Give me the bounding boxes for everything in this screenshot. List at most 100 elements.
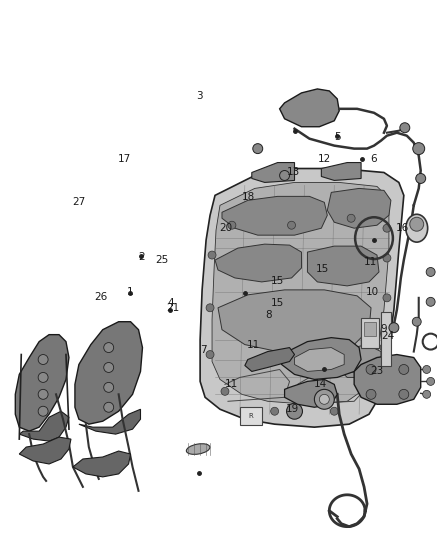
Polygon shape [307,246,379,286]
Text: 15: 15 [316,264,329,274]
Polygon shape [279,89,339,127]
Circle shape [253,144,263,154]
Circle shape [104,343,114,352]
Circle shape [410,217,424,231]
Circle shape [104,362,114,373]
Text: 8: 8 [266,310,272,320]
Text: 18: 18 [242,191,255,201]
Text: 26: 26 [94,292,107,302]
Text: 23: 23 [370,367,383,376]
Circle shape [416,173,426,183]
Circle shape [389,322,399,333]
Polygon shape [79,409,141,434]
Circle shape [206,351,214,359]
Circle shape [412,317,421,326]
Circle shape [347,214,355,222]
Text: 6: 6 [370,155,377,164]
Bar [364,322,376,336]
Circle shape [319,394,329,404]
Text: 5: 5 [334,132,341,142]
Ellipse shape [186,444,210,454]
Circle shape [38,373,48,382]
Text: 1: 1 [127,287,133,297]
Circle shape [228,221,236,229]
Circle shape [370,387,378,395]
Polygon shape [222,196,327,235]
Polygon shape [15,335,69,431]
Circle shape [279,171,290,181]
Text: 7: 7 [201,345,207,356]
Text: 12: 12 [318,155,331,164]
Text: 4: 4 [167,297,173,308]
Circle shape [383,254,391,262]
Polygon shape [245,348,294,372]
Polygon shape [212,182,389,404]
Text: 16: 16 [396,223,409,233]
Text: 14: 14 [313,379,327,389]
Bar [240,407,262,425]
Polygon shape [19,437,71,464]
Circle shape [423,366,431,374]
Text: 13: 13 [287,167,300,177]
Text: 15: 15 [271,276,284,286]
Text: 20: 20 [219,223,232,233]
Circle shape [38,406,48,416]
Polygon shape [73,451,131,477]
Circle shape [366,389,376,399]
Text: 15: 15 [271,297,284,308]
Circle shape [286,403,303,419]
Text: 24: 24 [381,332,395,342]
Polygon shape [321,163,361,181]
Polygon shape [19,411,69,441]
Circle shape [38,389,48,399]
Polygon shape [252,163,294,182]
Circle shape [400,123,410,133]
Circle shape [208,251,216,259]
Text: 21: 21 [167,303,180,313]
Polygon shape [285,379,337,407]
Circle shape [427,377,434,385]
Circle shape [330,407,338,415]
Text: 11: 11 [225,379,238,389]
Polygon shape [75,322,142,424]
Polygon shape [215,244,301,282]
Circle shape [423,390,431,398]
Text: 27: 27 [72,197,85,207]
Polygon shape [200,168,404,427]
Circle shape [380,344,388,352]
Circle shape [104,402,114,412]
Polygon shape [218,290,371,352]
Text: 19: 19 [286,403,299,414]
Circle shape [399,365,409,375]
Circle shape [288,221,296,229]
Text: 10: 10 [366,287,379,297]
Polygon shape [327,188,391,228]
Text: 3: 3 [196,91,203,101]
Circle shape [383,224,391,232]
Circle shape [221,387,229,395]
Polygon shape [354,354,421,404]
Text: 9: 9 [380,324,387,334]
Text: 11: 11 [246,340,260,350]
Circle shape [426,268,435,277]
Bar [381,312,391,367]
Polygon shape [294,348,344,372]
Text: 17: 17 [117,155,131,164]
Circle shape [314,389,334,409]
Circle shape [271,407,279,415]
Circle shape [399,389,409,399]
Circle shape [206,304,214,312]
Polygon shape [282,337,361,379]
Text: R: R [248,413,253,419]
Text: 2: 2 [138,252,145,262]
Circle shape [366,365,376,375]
Polygon shape [337,345,381,377]
Circle shape [104,382,114,392]
Text: 25: 25 [155,255,168,265]
Circle shape [38,354,48,365]
Text: 11: 11 [364,257,377,267]
Circle shape [413,143,425,155]
Circle shape [383,294,391,302]
Circle shape [426,297,435,306]
Bar [361,318,379,348]
